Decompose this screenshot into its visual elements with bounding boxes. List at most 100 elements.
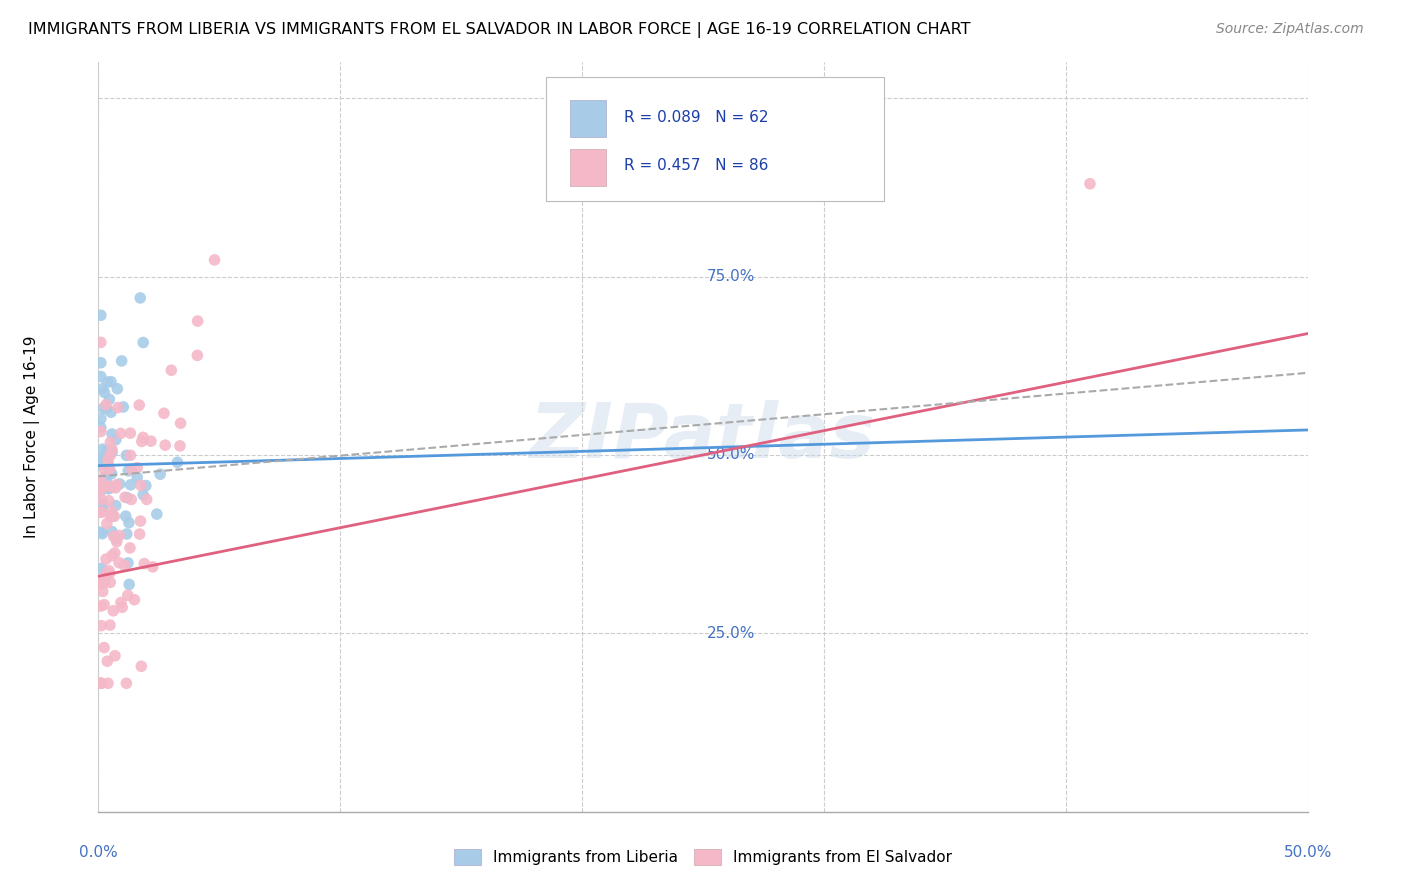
FancyBboxPatch shape	[546, 78, 884, 201]
Point	[166, 455, 188, 469]
Point	[98, 575, 121, 590]
Point	[94, 552, 117, 566]
Point	[115, 527, 138, 541]
Point	[90, 561, 112, 575]
Point	[187, 314, 209, 328]
Point	[135, 492, 157, 507]
Point	[90, 476, 112, 491]
Point	[132, 430, 155, 444]
Point	[114, 558, 136, 573]
Point	[100, 504, 122, 518]
Point	[101, 549, 124, 563]
Point	[111, 600, 134, 615]
Point	[98, 466, 121, 480]
Point	[118, 516, 141, 530]
Point	[93, 640, 115, 655]
Point	[96, 443, 118, 458]
Point	[90, 411, 112, 425]
Point	[120, 492, 142, 507]
Point	[104, 648, 127, 663]
Point	[96, 654, 118, 668]
Point	[94, 398, 117, 412]
Point	[129, 514, 152, 528]
Point	[90, 492, 112, 507]
Point	[90, 524, 112, 539]
Point	[103, 509, 125, 524]
Text: R = 0.457   N = 86: R = 0.457 N = 86	[624, 159, 769, 173]
Point	[131, 434, 153, 449]
Point	[91, 382, 114, 396]
Point	[204, 252, 226, 267]
Point	[98, 445, 121, 459]
Point	[169, 416, 191, 430]
Text: R = 0.089   N = 62: R = 0.089 N = 62	[624, 110, 769, 125]
Point	[128, 398, 150, 412]
Point	[90, 599, 112, 613]
Point	[108, 556, 131, 570]
Point	[91, 450, 114, 464]
Point	[91, 499, 114, 513]
Point	[90, 474, 112, 488]
Point	[127, 470, 149, 484]
Point	[149, 467, 172, 482]
Point	[108, 477, 131, 491]
Point	[98, 618, 121, 632]
Point	[90, 676, 112, 690]
Point	[115, 449, 138, 463]
Point	[120, 448, 142, 462]
Point	[101, 524, 124, 539]
FancyBboxPatch shape	[569, 100, 606, 137]
Point	[96, 481, 118, 495]
Point	[91, 442, 114, 457]
Point	[90, 425, 112, 439]
Point	[129, 291, 152, 305]
Point	[103, 604, 125, 618]
Point	[90, 369, 112, 384]
Text: IMMIGRANTS FROM LIBERIA VS IMMIGRANTS FROM EL SALVADOR IN LABOR FORCE | AGE 16-1: IMMIGRANTS FROM LIBERIA VS IMMIGRANTS FR…	[28, 22, 970, 38]
Point	[97, 453, 120, 467]
Text: 50.0%: 50.0%	[707, 448, 755, 462]
Point	[169, 439, 191, 453]
Text: 50.0%: 50.0%	[1284, 846, 1331, 861]
Point	[101, 509, 124, 524]
Point	[117, 588, 139, 602]
Point	[94, 575, 117, 590]
Point	[90, 458, 112, 472]
Point	[93, 497, 115, 511]
Point	[108, 528, 131, 542]
Point	[160, 363, 183, 377]
Point	[112, 400, 135, 414]
Point	[90, 308, 112, 322]
Point	[115, 491, 138, 505]
Point	[100, 405, 122, 419]
Point	[146, 507, 169, 521]
Point	[90, 483, 112, 498]
Point	[107, 401, 129, 415]
Text: 100.0%: 100.0%	[707, 91, 765, 105]
Point	[90, 505, 112, 519]
FancyBboxPatch shape	[569, 149, 606, 186]
Point	[93, 598, 115, 612]
Point	[132, 488, 155, 502]
Point	[105, 477, 128, 491]
Point	[117, 556, 139, 570]
Point	[93, 463, 115, 477]
Text: 0.0%: 0.0%	[79, 846, 118, 861]
Point	[90, 505, 112, 519]
Point	[90, 420, 112, 434]
Point	[91, 526, 114, 541]
Point	[101, 442, 124, 457]
Point	[110, 595, 132, 609]
Point	[186, 348, 208, 362]
Point	[100, 375, 122, 389]
Point	[96, 516, 118, 531]
Point	[91, 584, 114, 599]
Point	[90, 335, 112, 350]
Text: Source: ZipAtlas.com: Source: ZipAtlas.com	[1216, 22, 1364, 37]
Point	[90, 576, 112, 591]
Point	[105, 534, 128, 549]
Point	[98, 449, 121, 463]
Point	[98, 392, 121, 407]
Point	[94, 568, 117, 582]
Point	[101, 445, 124, 459]
